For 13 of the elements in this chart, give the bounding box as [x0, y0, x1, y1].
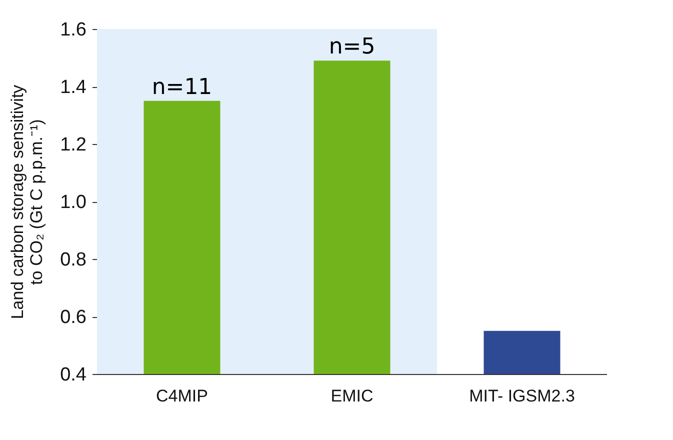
x-tick-label: EMIC: [330, 386, 374, 406]
y-axis-title: Land carbon storage sensitivity to CO₂ (Gt C p.p.m.⁻¹): [8, 84, 46, 320]
y-tick-label: 1.0: [60, 192, 86, 213]
x-tick-label: MIT- IGSM2.3: [469, 386, 575, 406]
y-tick-label: 0.4: [60, 364, 87, 386]
annotation: n=5: [328, 34, 376, 60]
y-tick-label: 0.6: [60, 307, 86, 328]
y-tick-label: 0.8: [60, 250, 86, 270]
y-tick-label: 1.4: [60, 77, 87, 98]
y-tick-label: 1.6: [60, 20, 86, 40]
annotation: n=11: [152, 74, 212, 100]
x-tick-label: C4MIP: [156, 386, 208, 406]
y-tick-label: 1.2: [60, 134, 86, 156]
